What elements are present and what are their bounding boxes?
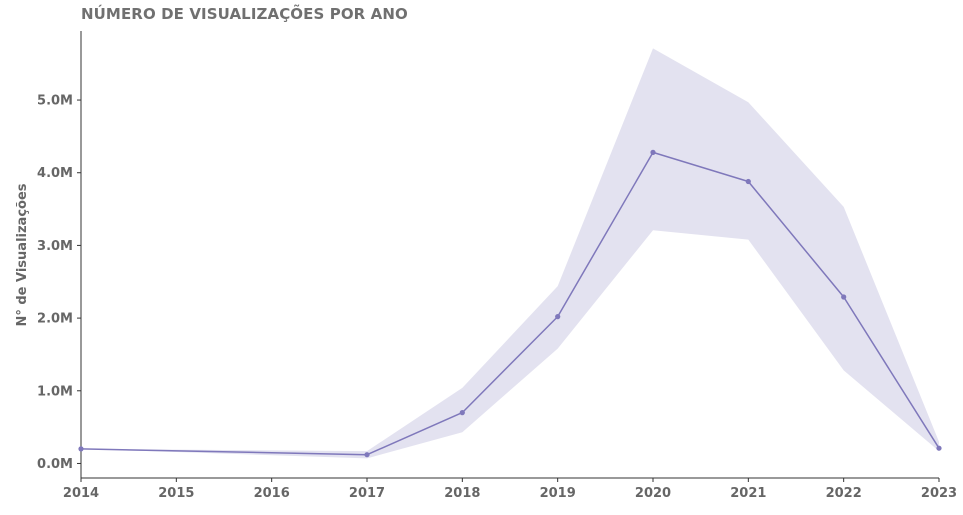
x-tick-label: 2022 — [826, 486, 862, 501]
x-tick-label: 2017 — [349, 486, 385, 501]
data-point — [364, 452, 370, 458]
chart-title: NÚMERO DE VISUALIZAÇÕES POR ANO — [81, 5, 408, 23]
x-tick-label: 2018 — [444, 486, 480, 501]
data-point — [745, 178, 751, 185]
x-tick-label: 2023 — [921, 486, 957, 501]
y-tick-label: 5.0M — [37, 94, 73, 109]
data-point — [78, 446, 84, 452]
data-point — [936, 445, 942, 451]
y-ticks: 0.0M 1.0M 2.0M 3.0M 4.0M 5.0M — [37, 94, 81, 472]
x-tick-label: 2020 — [635, 486, 671, 501]
y-tick-label: 2.0M — [37, 312, 73, 327]
axes — [80, 31, 939, 479]
x-tick-label: 2019 — [540, 486, 576, 501]
x-tick-label: 2014 — [63, 486, 99, 501]
x-tick-label: 2021 — [730, 486, 766, 501]
data-point — [459, 410, 465, 416]
y-tick-label: 4.0M — [37, 166, 73, 181]
confidence-band-layer — [81, 48, 939, 459]
series-line-layer — [80, 151, 940, 456]
series-point-layer — [78, 149, 942, 458]
series-line — [80, 151, 940, 456]
y-tick-label: 1.0M — [37, 384, 73, 399]
x-ticks: 2014 2015 2016 2017 2018 2019 2020 2021 2022 2023 — [63, 478, 957, 501]
data-point — [841, 294, 847, 300]
data-point — [650, 149, 656, 155]
y-tick-label: 0.0M — [37, 457, 73, 472]
y-axis-label: N° de Visualizações — [15, 183, 30, 326]
x-tick-label: 2015 — [158, 486, 194, 501]
y-tick-label: 3.0M — [37, 239, 73, 254]
data-point — [555, 314, 561, 320]
x-tick-label: 2016 — [254, 486, 290, 501]
confidence-band — [81, 48, 939, 459]
